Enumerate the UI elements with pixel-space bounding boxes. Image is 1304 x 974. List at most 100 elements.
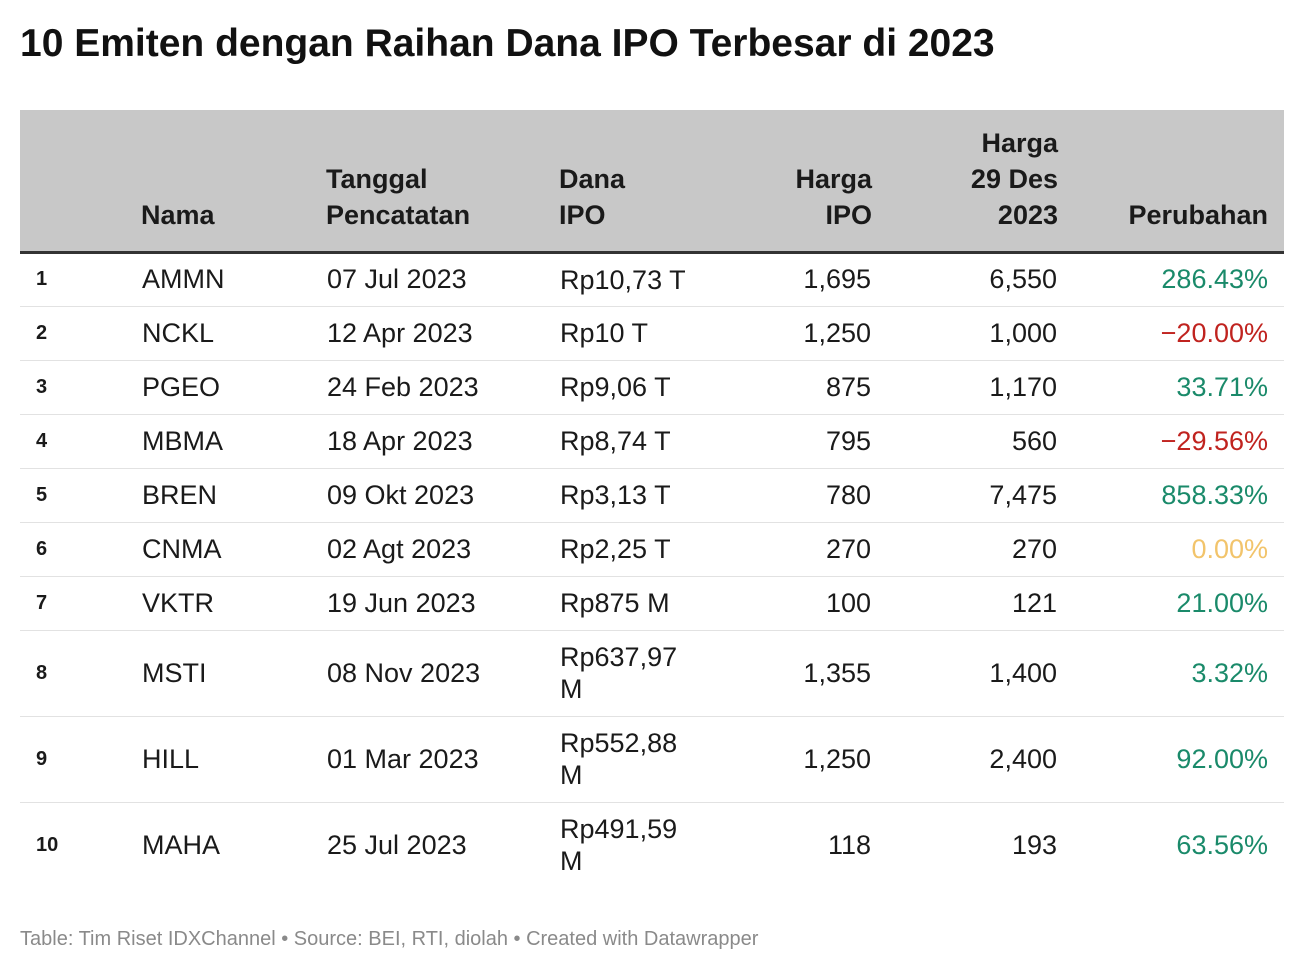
harga-des-cell: 2,400 <box>872 716 1058 803</box>
harga-des-cell: 7,475 <box>872 468 1058 523</box>
harga-ipo-cell: 270 <box>709 522 872 577</box>
harga-ipo-cell: 1,250 <box>709 716 872 803</box>
nama-cell: VKTR <box>141 576 326 631</box>
tanggal-cell: 12 Apr 2023 <box>326 306 559 361</box>
column-header-harga-des: Harga 29 Des 2023 <box>872 110 1058 254</box>
table-row: 10 MAHA 25 Jul 2023 Rp491,59 M 118 193 63.56% <box>20 802 1284 888</box>
rank-cell: 8 <box>20 630 141 717</box>
tanggal-cell: 09 Okt 2023 <box>326 468 559 523</box>
perubahan-cell: 3.32% <box>1058 630 1284 717</box>
harga-des-cell: 1,170 <box>872 360 1058 415</box>
nama-cell: MBMA <box>141 414 326 469</box>
nama-cell: PGEO <box>141 360 326 415</box>
dana-value: Rp10,73 T <box>560 264 686 295</box>
rank-cell: 2 <box>20 306 141 361</box>
dana-value: Rp552,88 M <box>560 728 678 790</box>
perubahan-cell: −20.00% <box>1058 306 1284 361</box>
perubahan-cell: 21.00% <box>1058 576 1284 631</box>
table-body: 1 AMMN 07 Jul 2023 Rp10,73 T 1,695 6,550 286.4… <box>20 252 1284 888</box>
column-header-nama: Nama <box>141 110 326 254</box>
dana-cell: Rp637,97 M <box>559 630 709 717</box>
tanggal-cell: 24 Feb 2023 <box>326 360 559 415</box>
harga-ipo-cell: 875 <box>709 360 872 415</box>
harga-des-cell: 270 <box>872 522 1058 577</box>
rank-cell: 9 <box>20 716 141 803</box>
harga-des-cell: 560 <box>872 414 1058 469</box>
tanggal-cell: 18 Apr 2023 <box>326 414 559 469</box>
nama-cell: MSTI <box>141 630 326 717</box>
table-row: 8 MSTI 08 Nov 2023 Rp637,97 M 1,355 1,400 3.32… <box>20 630 1284 717</box>
harga-ipo-cell: 1,695 <box>709 252 872 307</box>
nama-cell: CNMA <box>141 522 326 577</box>
dana-value: Rp2,25 T <box>560 534 671 564</box>
perubahan-cell: −29.56% <box>1058 414 1284 469</box>
nama-cell: MAHA <box>142 829 221 860</box>
table-row: 3 PGEO 24 Feb 2023 Rp9,06 T 875 1,170 33.71% <box>20 360 1284 415</box>
tanggal-cell: 19 Jun 2023 <box>326 576 559 631</box>
column-header-dana: Dana IPO <box>559 110 709 254</box>
rank-cell: 5 <box>20 468 141 523</box>
tanggal-cell: 08 Nov 2023 <box>326 630 559 717</box>
table-row: 4 MBMA 18 Apr 2023 Rp8,74 T 795 560 −29.56% <box>20 414 1284 469</box>
column-header-harga-ipo: Harga IPO <box>709 110 872 254</box>
harga-ipo-cell: 1,250 <box>709 306 872 361</box>
table-row: 7 VKTR 19 Jun 2023 Rp875 M 100 121 21.00% <box>20 576 1284 631</box>
rank-cell: 7 <box>20 576 141 631</box>
rank-cell: 3 <box>20 360 141 415</box>
dana-cell: Rp491,59 M <box>559 802 709 888</box>
dana-value: Rp8,74 T <box>560 426 671 456</box>
tanggal-cell: 07 Jul 2023 <box>326 252 559 307</box>
harga-ipo-cell: 1,355 <box>709 630 872 717</box>
column-header-rank <box>20 110 141 254</box>
dana-value: Rp3,13 T <box>560 480 671 510</box>
header-row: Nama Tanggal Pencatatan Dana IPO Harga I… <box>20 110 1284 254</box>
table-row: 5 BREN 09 Okt 2023 Rp3,13 T 780 7,475 858.33% <box>20 468 1284 523</box>
harga-des-cell: 1,000 <box>872 306 1058 361</box>
perubahan-cell: 92.00% <box>1058 716 1284 803</box>
tanggal-cell: 02 Agt 2023 <box>326 522 559 577</box>
dana-cell: Rp2,25 T <box>559 522 709 577</box>
rank-cell: 10 <box>36 833 59 856</box>
dana-value: Rp637,97 M <box>560 642 678 704</box>
nama-cell: AMMN <box>141 252 326 307</box>
harga-des-cell: 121 <box>872 576 1058 631</box>
column-header-perubahan: Perubahan <box>1058 110 1284 254</box>
rank-cell: 4 <box>20 414 141 469</box>
rank-cell: 6 <box>20 522 141 577</box>
table-header: Nama Tanggal Pencatatan Dana IPO Harga I… <box>20 110 1284 254</box>
ipo-table: Nama Tanggal Pencatatan Dana IPO Harga I… <box>20 110 1284 888</box>
harga-ipo-cell: 795 <box>709 414 872 469</box>
harga-des-cell: 1,400 <box>872 630 1058 717</box>
harga-ipo-cell: 118 <box>827 829 871 860</box>
table-row: 6 CNMA 02 Agt 2023 Rp2,25 T 270 270 0.00% <box>20 522 1284 577</box>
dana-cell: Rp3,13 T <box>559 468 709 523</box>
perubahan-cell: 63.56% <box>1176 829 1268 860</box>
perubahan-cell: 33.71% <box>1058 360 1284 415</box>
perubahan-cell: 0.00% <box>1058 522 1284 577</box>
dana-cell: Rp875 M <box>559 576 709 631</box>
nama-cell: HILL <box>141 716 326 803</box>
dana-value: Rp875 M <box>560 588 670 618</box>
dana-cell: Rp9,06 T <box>559 360 709 415</box>
harga-des-cell: 193 <box>1011 829 1057 860</box>
dana-cell: Rp10 T <box>559 306 709 361</box>
dana-value: Rp9,06 T <box>560 372 671 402</box>
harga-ipo-cell: 100 <box>709 576 872 631</box>
column-header-tanggal: Tanggal Pencatatan <box>326 110 559 254</box>
dana-value: Rp10 T <box>560 318 649 348</box>
tanggal-cell: 01 Mar 2023 <box>326 716 559 803</box>
dana-cell: Rp8,74 T <box>559 414 709 469</box>
harga-des-cell: 6,550 <box>872 252 1058 307</box>
chart-title: 10 Emiten dengan Raihan Dana IPO Terbesa… <box>20 22 995 65</box>
harga-ipo-cell: 780 <box>709 468 872 523</box>
dana-value: Rp491,59 M <box>560 814 678 877</box>
dana-cell: Rp552,88 M <box>559 716 709 803</box>
dana-cell: Rp10,73 T <box>559 252 709 307</box>
rank-cell: 1 <box>20 252 141 307</box>
source-footer: Table: Tim Riset IDXChannel • Source: BE… <box>20 928 759 950</box>
perubahan-cell: 286.43% <box>1058 252 1284 307</box>
table-row: 9 HILL 01 Mar 2023 Rp552,88 M 1,250 2,400 92.0… <box>20 716 1284 803</box>
table-row: 2 NCKL 12 Apr 2023 Rp10 T 1,250 1,000 −20.00% <box>20 306 1284 361</box>
nama-cell: NCKL <box>141 306 326 361</box>
perubahan-cell: 858.33% <box>1058 468 1284 523</box>
